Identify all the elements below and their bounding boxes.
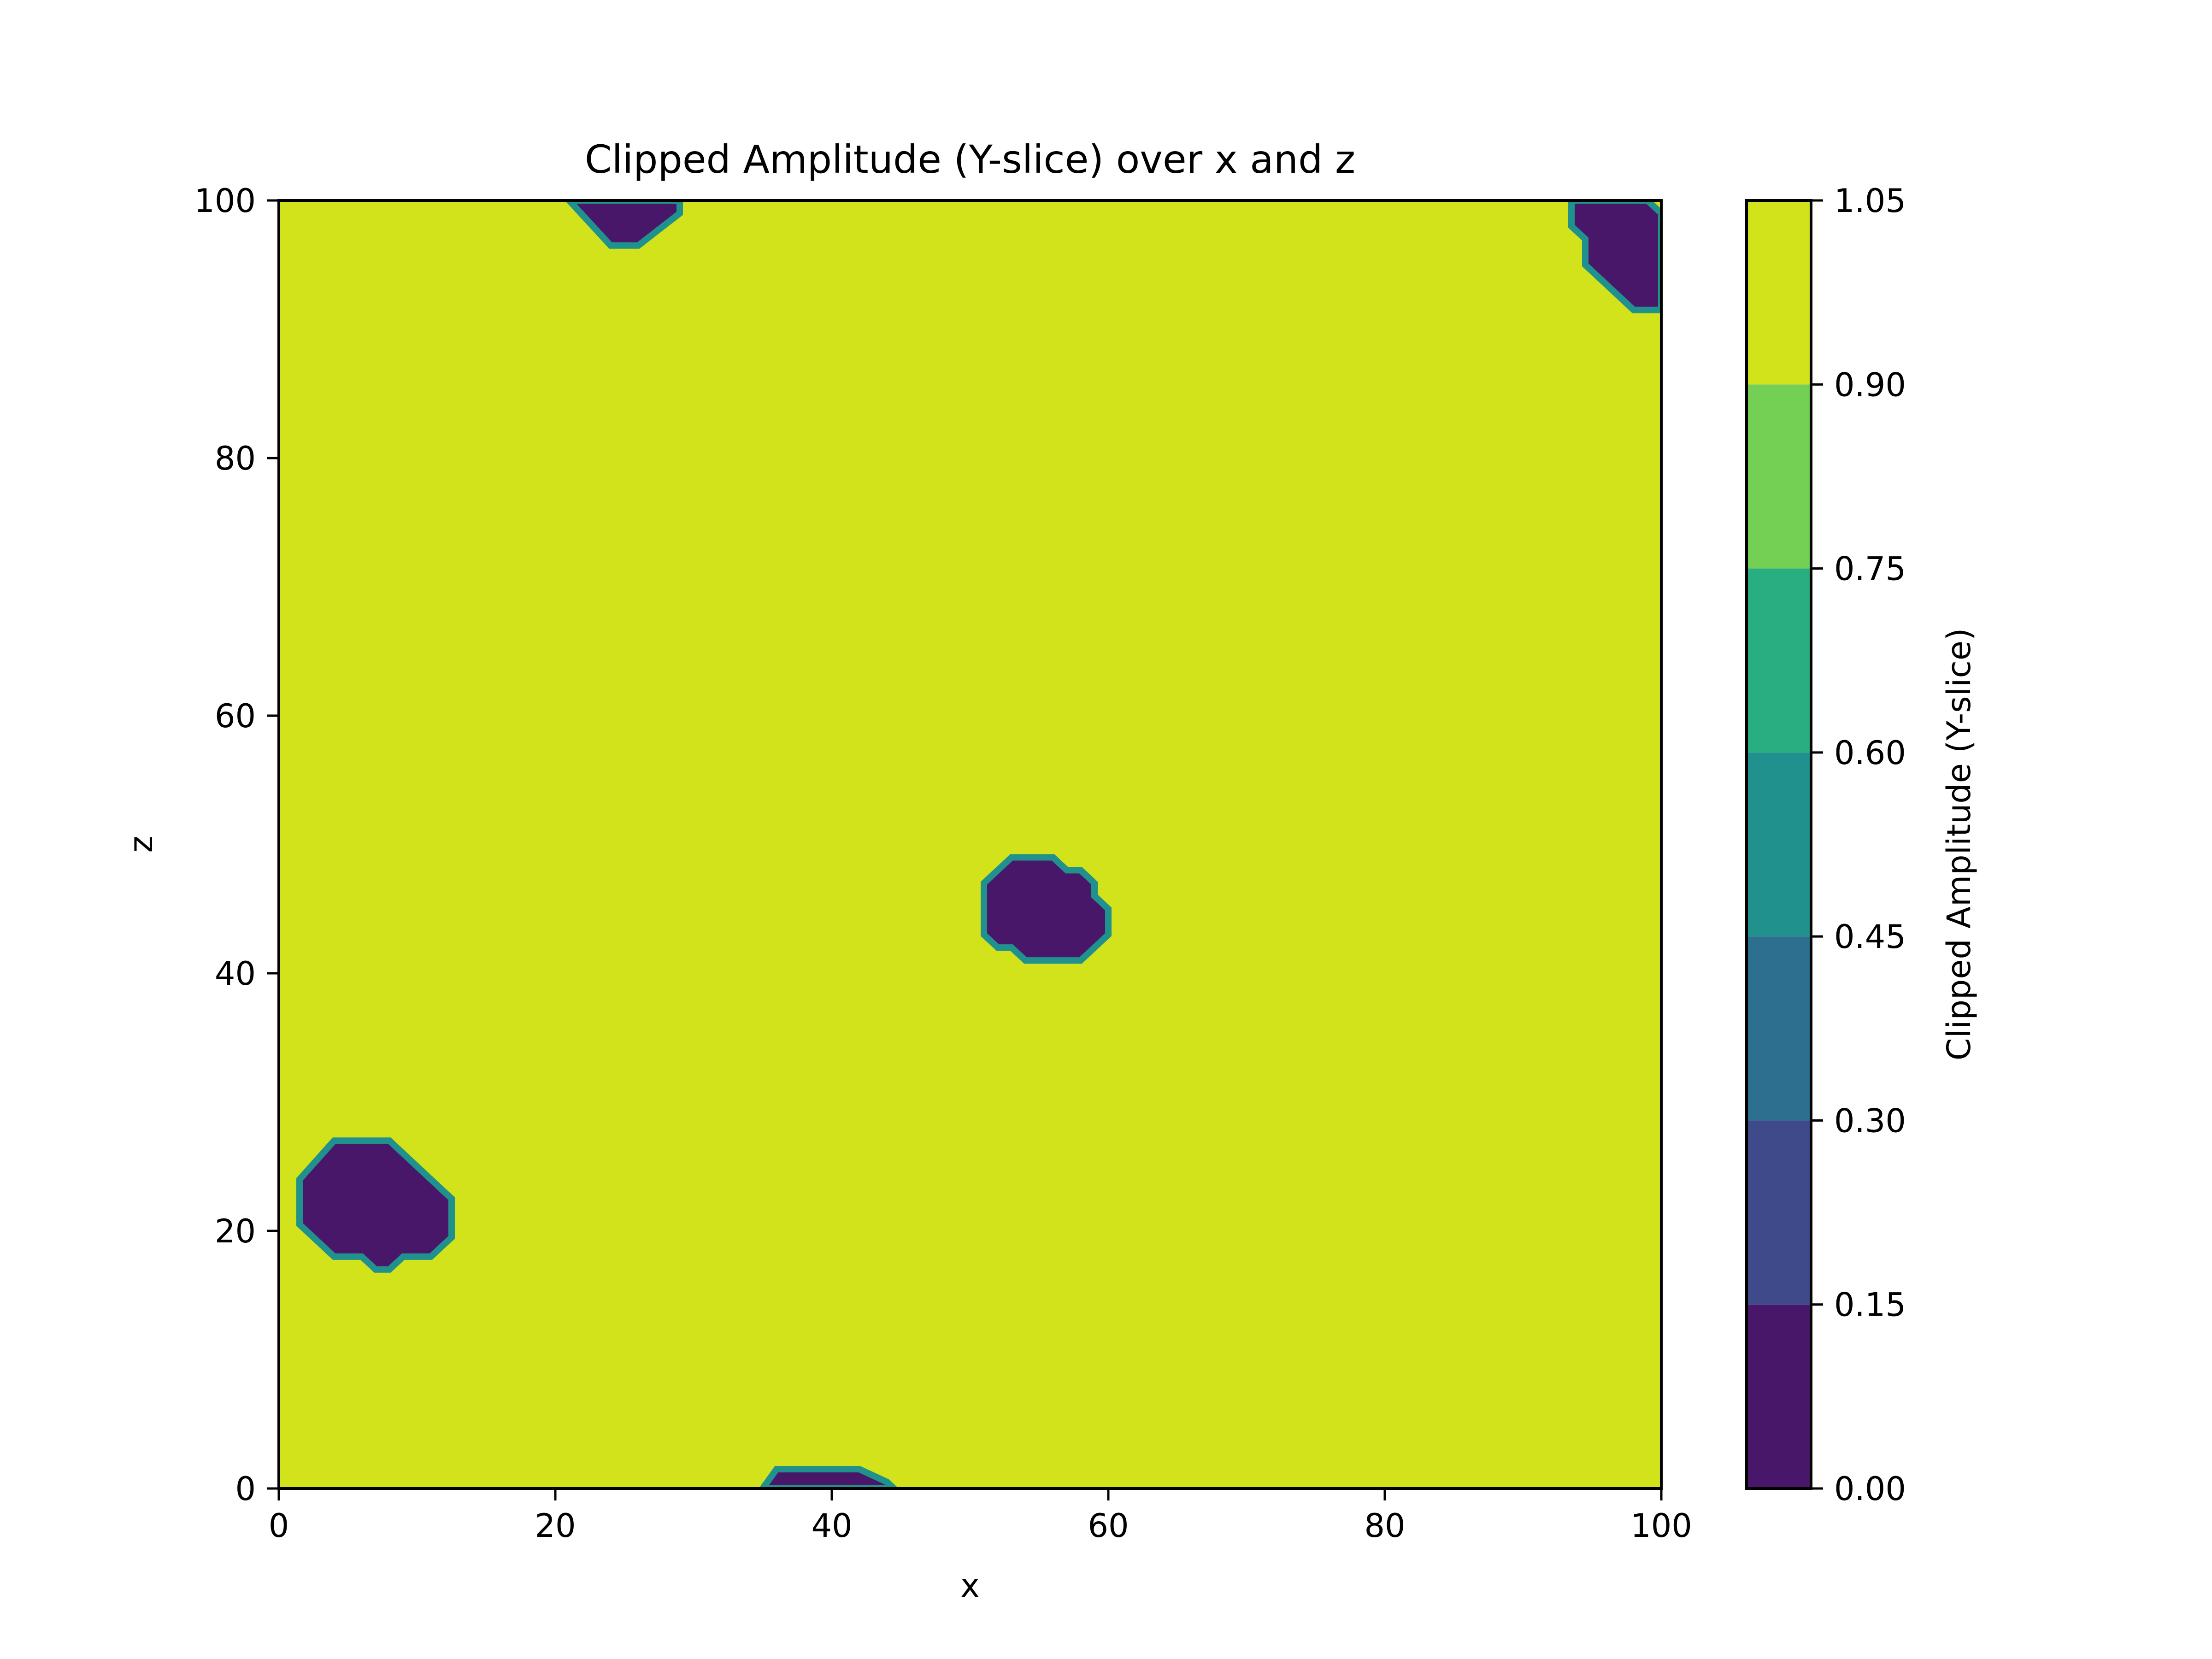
colorbar-tick-label: 0.45 [1834,918,1906,956]
x-tick-label: 80 [1364,1507,1405,1545]
colorbar-tick-label: 0.60 [1834,734,1906,772]
colorbar-tick-label: 0.90 [1834,366,1906,404]
colorbar: 0.00 0.15 0.30 0.45 0.60 0.75 0.90 1.05 Clipped… [1745,182,1978,1508]
colorbar-ticks: 0.00 0.15 0.30 0.45 0.60 0.75 0.90 1.05 [1811,182,1906,1508]
low-amplitude-region-1 [565,200,683,249]
heatmap-background [279,200,1661,1488]
colorbar-band [1747,200,1811,385]
colorbar-band [1747,568,1811,753]
colorbar-band [1747,1120,1811,1305]
y-tick-label: 100 [194,182,256,220]
y-tick-label: 0 [235,1470,256,1508]
x-tick-label: 100 [1630,1507,1692,1545]
colorbar-frame [1745,199,1812,1490]
colorbar-tick-label: 0.00 [1834,1470,1906,1508]
colorbar-band [1747,936,1811,1121]
y-tick-label: 20 [215,1212,256,1250]
low-amplitude-region-2 [1568,200,1661,313]
y-axis-label: z [122,836,160,853]
y-tick-label: 80 [215,440,256,477]
low-amplitude-region-4 [296,1137,455,1273]
x-axis: 0 20 40 60 80 100 [269,1488,1692,1545]
x-tick-label: 60 [1088,1507,1129,1545]
colorbar-tick-label: 0.75 [1834,550,1906,588]
colorbar-tick-label: 0.30 [1834,1102,1906,1140]
colorbar-band [1747,1304,1811,1488]
x-tick-label: 0 [269,1507,289,1545]
colorbar-bands [1747,200,1811,1488]
y-axis: 0 20 40 60 80 100 [194,182,279,1508]
chart-title: Clipped Amplitude (Y-slice) over x and z [585,137,1355,182]
colorbar-label: Clipped Amplitude (Y-slice) [1940,628,1978,1061]
x-axis-label: x [960,1567,979,1605]
heatmap-regions [296,200,1661,1488]
low-amplitude-region-3 [981,854,1112,964]
y-tick-label: 40 [215,955,256,993]
colorbar-band [1747,384,1811,569]
x-tick-label: 20 [535,1507,576,1545]
plot-area [279,200,1661,1488]
x-tick-label: 40 [811,1507,852,1545]
y-tick-label: 60 [215,697,256,735]
colorbar-tick-label: 1.05 [1834,182,1906,220]
low-amplitude-region-5 [759,1466,899,1488]
colorbar-tick-label: 0.15 [1834,1286,1906,1324]
plot-frame [277,199,1663,1490]
colorbar-band [1747,752,1811,937]
